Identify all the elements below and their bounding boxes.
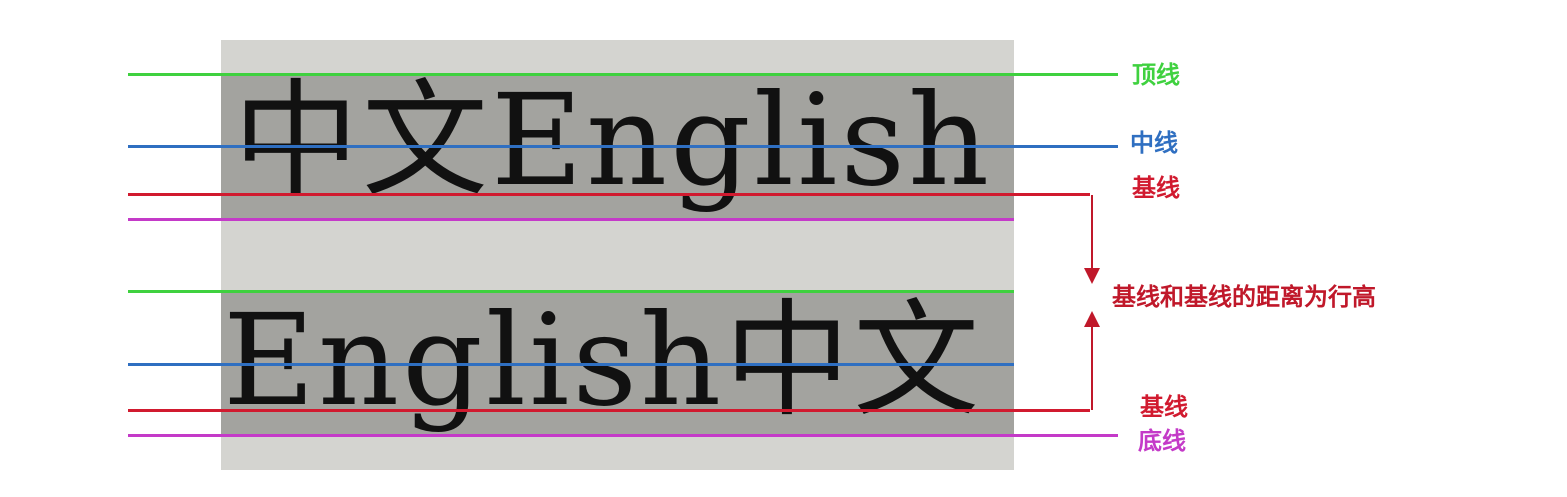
sample-text-line-1: 中文English: [233, 67, 993, 214]
arrow-down-head: [1084, 268, 1100, 284]
baseline-1: [128, 193, 1090, 196]
label-bottom-line: 底线: [1138, 427, 1186, 455]
label-middle-line: 中线: [1130, 129, 1178, 157]
baseline-2: [128, 409, 1090, 412]
label-baseline-2: 基线: [1140, 393, 1188, 421]
bottom-line-2: [128, 434, 1118, 437]
top-line-1: [128, 73, 1118, 76]
middle-line-1: [128, 145, 1118, 148]
middle-line-2: [128, 363, 1014, 366]
top-line-2: [128, 290, 1014, 293]
label-top-line: 顶线: [1132, 61, 1180, 89]
label-line-height-note: 基线和基线的距离为行高: [1112, 283, 1376, 311]
sample-text-line-2: English中文: [223, 287, 983, 434]
bottom-line-1: [128, 218, 1014, 221]
arrow-up-head: [1084, 311, 1100, 327]
label-baseline-1: 基线: [1132, 174, 1180, 202]
